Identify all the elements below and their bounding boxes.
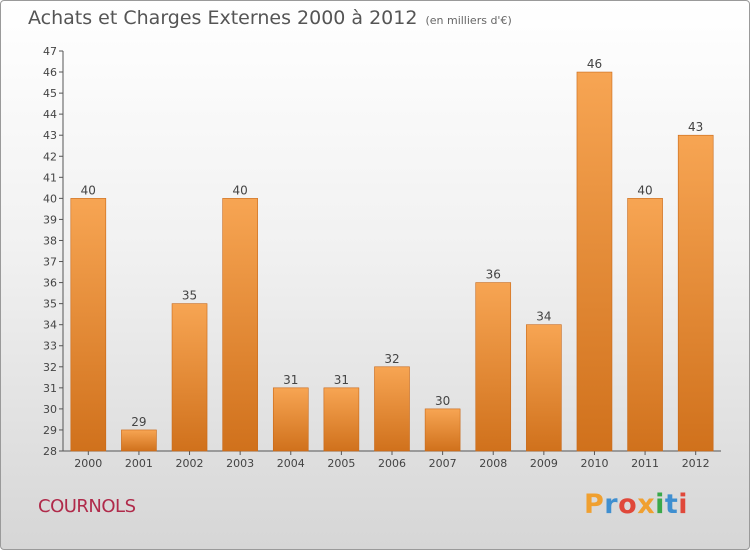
logo-letter: r — [604, 489, 619, 520]
bar-2004 — [272, 387, 309, 452]
logo-letter: x — [637, 489, 656, 520]
bar-2010 — [576, 71, 613, 452]
data-label-2011: 40 — [637, 183, 652, 197]
data-labels: 40 29 35 40 31 31 32 30 36 34 46 40 43 — [81, 57, 704, 429]
x-tick-label: 2009 — [530, 457, 558, 470]
bar-2011 — [627, 198, 663, 452]
x-tick-label: 2004 — [277, 457, 305, 470]
bar-2008 — [475, 282, 512, 452]
y-tick-label: 47 — [43, 45, 57, 58]
x-tick-label: 2006 — [378, 457, 406, 470]
x-tick-label: 2010 — [580, 457, 608, 470]
bar-2009 — [526, 324, 562, 452]
logo-letter: P — [584, 489, 605, 520]
y-tick-label: 37 — [43, 256, 57, 269]
bar-2001 — [121, 429, 157, 452]
bar-2007 — [424, 408, 461, 452]
data-label-2002: 35 — [182, 289, 197, 303]
data-label-2001: 29 — [131, 415, 146, 429]
y-tick-label: 33 — [43, 340, 57, 353]
data-label-2000: 40 — [81, 183, 96, 197]
bar-2000 — [70, 198, 107, 452]
data-label-2005: 31 — [334, 373, 349, 387]
y-tick-label: 35 — [43, 298, 57, 311]
x-tick-label: 2003 — [226, 457, 254, 470]
commune-name: COURNOLS — [38, 496, 136, 517]
data-label-2004: 31 — [283, 373, 298, 387]
y-tick-label: 39 — [43, 213, 57, 226]
x-axis: 2000 2001 2002 2003 2004 2005 2006 2007 2008 2009… — [63, 450, 721, 470]
logo-letter: t — [664, 489, 679, 520]
y-tick-label: 38 — [43, 234, 57, 247]
data-label-2003: 40 — [233, 183, 248, 197]
data-label-2012: 43 — [688, 120, 703, 134]
data-label-2007: 30 — [435, 394, 450, 408]
x-tick-label: 2008 — [479, 457, 507, 470]
y-tick-label: 32 — [43, 361, 57, 374]
y-tick-label: 30 — [43, 403, 57, 416]
x-tick-label: 2001 — [125, 457, 153, 470]
x-tick-label: 2007 — [429, 457, 457, 470]
bar-2012 — [677, 134, 714, 452]
x-tick-label: 2012 — [682, 457, 710, 470]
logo-letter: i — [655, 489, 665, 520]
y-tick-label: 31 — [43, 382, 57, 395]
y-tick-label: 40 — [43, 192, 57, 205]
chart-title-text: Achats et Charges Externes 2000 à 2012 — [28, 7, 418, 29]
bars — [70, 71, 714, 452]
x-tick-label: 2000 — [74, 457, 102, 470]
chart-title: Achats et Charges Externes 2000 à 2012 (e… — [28, 7, 512, 29]
x-tick-label: 2002 — [176, 457, 204, 470]
y-tick-label: 44 — [43, 108, 57, 121]
y-axis: 28 29 30 31 32 33 34 35 36 37 38 39 40 41 42 43 44 45 46 47 — [43, 45, 64, 458]
y-tick-label: 45 — [43, 87, 57, 100]
y-tick-label: 36 — [43, 277, 57, 290]
bar-2003 — [222, 198, 258, 452]
data-label-2006: 32 — [384, 352, 399, 366]
bar-2002 — [171, 303, 208, 452]
chart-unit: (en milliers d'€) — [425, 14, 512, 27]
x-tick-label: 2011 — [631, 457, 659, 470]
y-tick-label: 41 — [43, 171, 57, 184]
bar-2005 — [323, 387, 360, 452]
x-tick-label: 2005 — [327, 457, 355, 470]
y-tick-label: 43 — [43, 129, 57, 142]
data-label-2008: 36 — [486, 268, 501, 282]
y-tick-label: 28 — [43, 445, 57, 458]
y-tick-label: 29 — [43, 424, 57, 437]
logo-letter: o — [618, 489, 638, 520]
y-tick-label: 46 — [43, 66, 57, 79]
y-tick-label: 34 — [43, 319, 57, 332]
data-label-2010: 46 — [587, 57, 602, 71]
logo-letter: i — [678, 489, 689, 520]
data-label-2009: 34 — [536, 310, 551, 324]
bar-2006 — [374, 366, 410, 452]
y-tick-label: 42 — [43, 150, 57, 163]
proxiti-logo: Proxiti — [584, 489, 688, 520]
